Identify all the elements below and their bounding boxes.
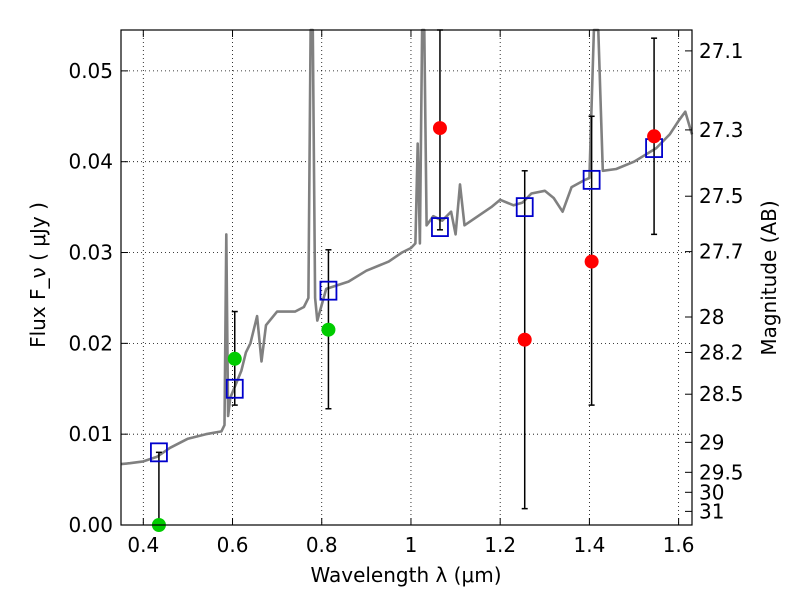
x-tick-label: 0.6 [217,533,249,557]
x-tick-label: 1.6 [663,533,695,557]
x-tick-label: 0.4 [127,533,159,557]
y-tick-label: 0.02 [68,331,113,355]
spectrum-layer [120,28,694,466]
y2-tick-label: 29.5 [699,460,744,484]
y2-tick-label: 27.7 [699,240,744,264]
observed-point-marker [517,332,532,347]
x-tick-label: 0.8 [306,533,338,557]
spectrum-line [120,28,694,466]
y-tick-label: 0.04 [68,150,113,174]
x-tick-label: 1.2 [484,533,516,557]
y-tick-label: 0.03 [68,241,113,265]
y2-tick-label: 31 [699,499,724,523]
model-square-marker [150,442,168,463]
data-markers [150,121,663,532]
model-square-marker [319,280,338,301]
y2-tick-label: 30 [699,480,724,504]
model-square-marker [431,217,449,237]
observed-point-marker [647,129,662,144]
y2-tick-label: 27.1 [699,39,744,63]
y2-tick-label: 29 [699,430,724,454]
y-tick-label: 0.00 [68,513,113,537]
y2-axis-label: Magnitude (AB) [757,200,781,355]
observed-point-marker [584,254,599,269]
axis-ticks: 0.4 0.6 0.8 1 1.2 1.4 1.6 0.00 0.01 0.02 0.03 0.04 0… [68,30,744,557]
y2-tick-label: 28.2 [699,340,744,364]
plot-frame [120,29,693,526]
y2-tick-label: 27.3 [699,118,744,142]
observed-point-marker [432,121,447,136]
y2-tick-label: 27.5 [699,184,744,208]
y2-tick-label: 28.5 [699,382,744,406]
model-square-marker [515,197,534,218]
observed-point-marker [227,351,242,366]
error-bars [155,29,658,526]
grid-lines [121,30,692,526]
y-axis-label: Flux F_ν ( μJy ) [26,202,50,348]
model-square-marker [582,169,601,190]
y2-tick-label: 28 [699,305,724,329]
x-tick-label: 1.4 [573,533,605,557]
observed-point-marker [321,322,336,337]
x-tick-label: 1 [405,533,418,557]
y-tick-label: 0.01 [68,422,113,446]
x-axis-label: Wavelength λ (μm) [310,563,501,587]
y-tick-label: 0.05 [68,59,113,83]
model-square-marker [225,378,244,399]
